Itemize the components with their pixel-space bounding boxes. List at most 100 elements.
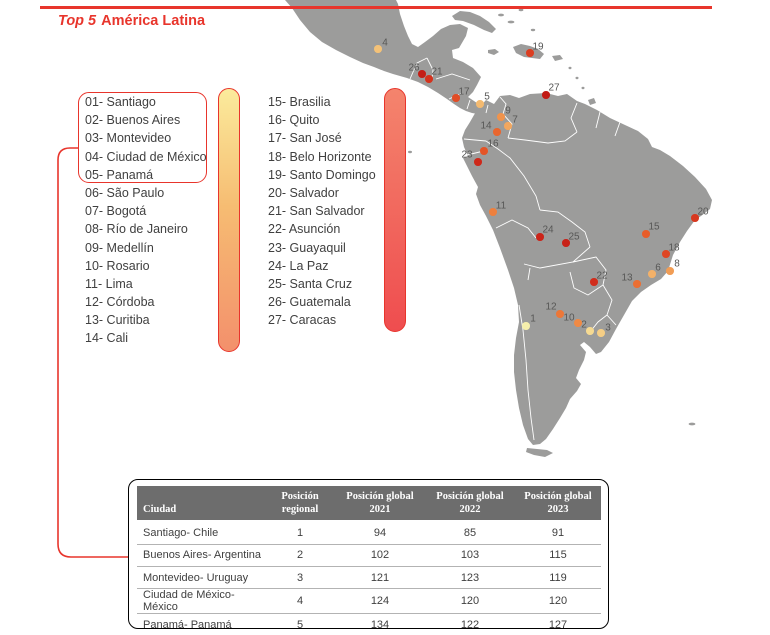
city-marker-label-4: 4 (382, 37, 388, 49)
mexico-central-america-landmass (285, 0, 492, 114)
table-cell: 123 (425, 566, 515, 590)
trinidad-island (588, 98, 596, 105)
city-marker-label-8: 8 (674, 258, 680, 270)
city-marker-dot-8 (666, 267, 674, 275)
city-marker-label-13: 13 (621, 272, 633, 284)
table-cell: 119 (515, 566, 601, 590)
city-marker-dot-5 (476, 100, 484, 108)
antilles-islet (581, 86, 585, 90)
city-list-item: 19- Santo Domingo (268, 167, 376, 182)
city-list-item: 02- Buenos Aires (85, 113, 181, 128)
city-marker-dot-27 (542, 91, 550, 99)
city-list-item: 23- Guayaquil (268, 240, 346, 255)
city-marker-dot-22 (590, 278, 598, 286)
page-title: Top 5 América Latina (58, 13, 205, 29)
south-america-landmass (462, 93, 712, 445)
city-marker-label-7: 7 (512, 114, 518, 126)
falklands-islet (688, 422, 696, 426)
country-borders (409, 57, 621, 441)
table-cell: 127 (548, 619, 568, 632)
city-list-item: 10- Rosario (85, 258, 150, 273)
city-marker-label-16: 16 (487, 138, 499, 150)
city-list-item: 01- Santiago (85, 95, 156, 109)
city-marker-label-6: 6 (655, 262, 661, 274)
city-marker-dot-10 (574, 319, 582, 327)
table-header-row: Ciudad Posición regional Posición global 202… (137, 486, 601, 524)
city-list-item: 08- Río de Janeiro (85, 222, 188, 237)
city-list-item: 06- São Paulo (85, 185, 165, 200)
city-marker-dot-13 (633, 280, 641, 288)
table-cell: 2 (265, 544, 335, 568)
city-list-item: 21- San Salvador (268, 204, 365, 219)
city-marker-label-14: 14 (480, 120, 492, 132)
table-cell: 1 (265, 521, 335, 545)
city-marker-label-20: 20 (697, 206, 709, 218)
city-list-item: 26- Guatemala (268, 295, 351, 310)
city-list-item: 09- Medellín (85, 240, 154, 255)
city-list-right: 15- Brasilia 16- Quito 17- San José 18- Bel… (268, 93, 376, 329)
city-list-item: 14- Cali (85, 331, 129, 346)
city-marker-dot-14 (493, 128, 501, 136)
city-marker-label-1: 1 (530, 313, 536, 325)
city-marker-label-11: 11 (495, 200, 507, 212)
table-cell: 85 (425, 521, 515, 545)
city-marker-label-12: 12 (545, 301, 557, 313)
city-marker-dot-21 (425, 75, 433, 83)
city-list-item: 24- La Paz (268, 258, 329, 273)
bahamas-islet (518, 8, 524, 12)
city-marker-dot-23 (474, 158, 482, 166)
city-marker-dot-1 (522, 322, 530, 330)
city-list-item: 03- Montevideo (85, 131, 172, 146)
table-cell: 94 (335, 521, 425, 545)
puerto-rico-island (552, 55, 563, 61)
city-list-item: 13- Curitiba (85, 313, 150, 328)
title-emphasis: Top 5 (58, 13, 97, 29)
city-marker-label-3: 3 (605, 322, 611, 334)
table-cell: Montevideo- Uruguay (137, 566, 265, 590)
table-cell: 115 (515, 544, 601, 568)
top5-highlight-box (78, 92, 207, 183)
table-cell: 102 (335, 544, 425, 568)
table-cell: 3 (265, 566, 335, 590)
city-marker-label-27: 27 (548, 82, 560, 94)
bahamas-islet (530, 28, 536, 32)
city-marker-label-25: 25 (568, 231, 580, 243)
city-marker-dot-3 (597, 329, 605, 337)
table-cell: 134 (370, 619, 390, 632)
city-list-item: 07- Bogotá (85, 204, 147, 219)
city-marker-dot-4 (374, 45, 382, 53)
city-marker-label-2: 2 (581, 319, 587, 331)
city-marker-dot-15 (642, 230, 650, 238)
galapagos-islet (408, 150, 412, 154)
table-header-cell: Ciudad (137, 486, 265, 524)
title-text: América Latina (101, 13, 206, 29)
table-cell: 5 (296, 619, 304, 632)
gradient-bar-right (384, 88, 406, 332)
cuba-island (452, 11, 496, 33)
table-row: Ciudad de México- México 4 124 120 120 (137, 588, 601, 615)
table-cell: Santiago- Chile (137, 521, 265, 545)
city-list-item: 18- Belo Horizonte (268, 149, 372, 164)
bahamas-islet (507, 20, 515, 24)
city-marker-label-21: 21 (431, 66, 443, 78)
city-list-item: 25- Santa Cruz (268, 276, 353, 291)
city-marker-dot-12 (556, 310, 564, 318)
top-divider-line (40, 6, 712, 9)
city-marker-dot-26 (418, 70, 426, 78)
city-marker-label-19: 19 (532, 41, 544, 53)
table-header-cell: Posición global 2023 (515, 486, 601, 524)
antilles-islet (568, 66, 572, 70)
city-marker-label-17: 17 (458, 86, 470, 98)
city-list-item: 22- Asunción (268, 222, 341, 237)
table-row: Panamá- Panamá 5 134 122 127 (137, 614, 601, 635)
city-marker-dot-17 (452, 94, 460, 102)
city-marker-dot-18 (662, 250, 670, 258)
city-marker-dot-16 (480, 147, 488, 155)
city-list-item: 12- Córdoba (85, 295, 155, 310)
ranking-table-card: Ciudad Posición regional Posición global 202… (128, 479, 609, 631)
city-list-item: 17- San José (268, 131, 342, 146)
city-marker-dot-25 (562, 239, 570, 247)
city-list-item: 16- Quito (268, 113, 320, 128)
